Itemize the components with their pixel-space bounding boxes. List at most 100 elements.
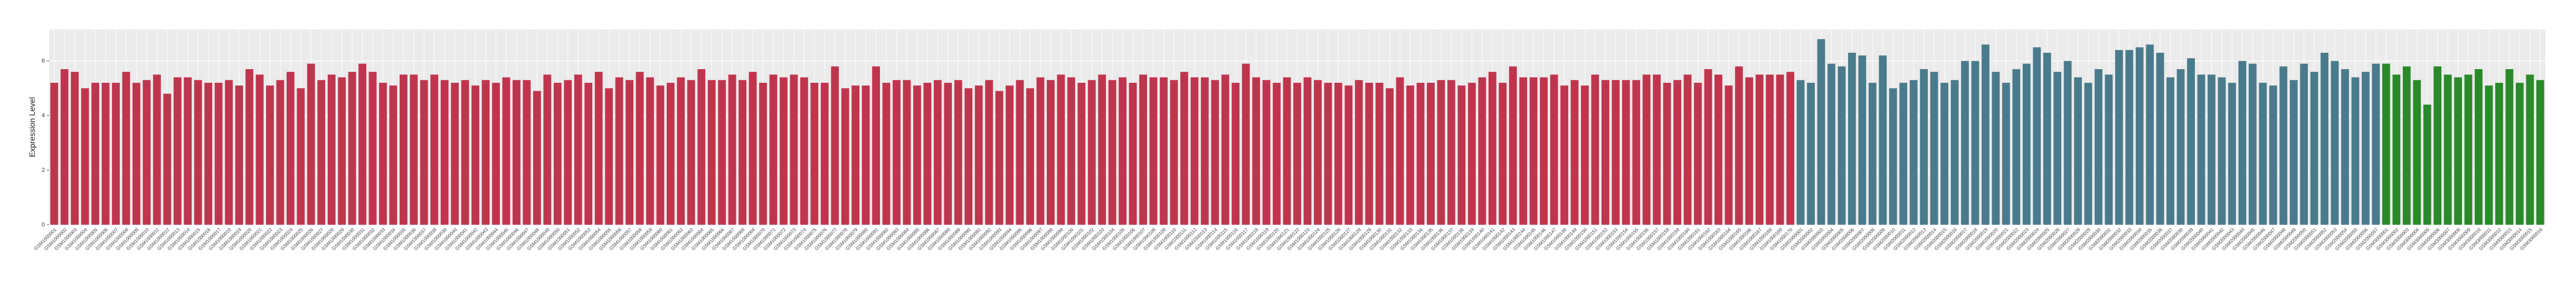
bar [101,82,110,225]
bar [1427,82,1435,225]
bar [2218,77,2226,225]
y-tick-label: 4 [42,112,45,119]
bar [1992,72,2000,225]
bar [1200,77,1209,225]
bar [1499,82,1507,225]
bar [338,77,346,225]
bar [1087,80,1096,225]
bar [1170,80,1178,225]
bar [1129,82,1137,225]
bar [1715,74,1722,225]
bar [646,77,654,225]
bar [933,80,942,225]
bar [1704,69,1712,225]
bar [2475,69,2483,225]
bar [1817,39,1825,225]
bar [2279,66,2288,225]
bar [636,72,644,225]
bar [2413,80,2421,225]
bar [1755,74,1764,225]
bar [1344,85,1353,225]
bar [2197,74,2205,225]
bar [574,74,582,225]
bar [2146,44,2154,225]
bar [1796,80,1805,225]
bar [882,82,891,225]
bar [1036,77,1045,225]
bar [944,82,952,225]
bar [513,80,520,225]
bar [2382,63,2390,225]
bar [1355,80,1363,225]
bar [1416,82,1425,225]
bar [1591,74,1599,225]
bar [2156,52,2164,225]
bar [1868,82,1877,225]
bar [697,69,706,225]
bar [1119,77,1127,225]
bar [1303,77,1312,225]
bar [2495,82,2503,225]
bar [1940,82,1948,225]
bar [1221,74,1229,225]
bar [2485,85,2493,225]
bar [327,74,336,225]
bar [1478,77,1486,225]
bar [2402,66,2411,225]
bar [553,82,562,225]
bar [1324,82,1332,225]
bar [2084,82,2092,225]
bar [2033,47,2041,225]
bar [317,80,326,225]
bar [461,80,469,225]
bar [1232,82,1240,225]
bar [1375,82,1384,225]
bar [1529,77,1538,225]
bar [1776,74,1784,225]
bar [1016,80,1024,225]
bar [297,88,305,225]
bar [2526,74,2534,225]
bar [1190,77,1199,225]
bar [1601,80,1609,225]
bar [2331,61,2339,225]
bar [656,85,665,225]
bar [204,82,213,225]
bar [769,74,778,225]
bar [1766,74,1774,225]
bar [2043,52,2051,225]
bar [1057,74,1065,225]
bar [2176,69,2185,225]
bar [1098,74,1106,225]
bar [2238,61,2247,225]
bar [533,91,541,225]
bar [502,77,510,225]
bar [1242,63,1250,225]
bar [1889,88,1897,225]
y-axis-title: Expression Level [28,97,37,157]
bar [214,82,223,225]
bar [1560,85,1568,225]
bar [1909,80,1918,225]
bar [1550,74,1558,225]
bar [893,80,901,225]
bar [1786,72,1795,225]
bar [400,74,408,225]
bar [2515,82,2524,225]
y-tick-label: 2 [42,167,45,173]
bar [985,80,993,225]
bar [1252,77,1261,225]
bar [543,74,552,225]
y-tick-label: 6 [42,58,45,64]
bar [430,74,439,225]
bar [379,82,387,225]
bar [153,74,161,225]
bar [1139,74,1147,225]
bar [1314,80,1322,225]
bar [1293,82,1301,225]
bar [728,74,736,225]
bar [173,77,182,225]
bar [2289,80,2298,225]
bar [1540,77,1548,225]
bar [759,82,767,225]
